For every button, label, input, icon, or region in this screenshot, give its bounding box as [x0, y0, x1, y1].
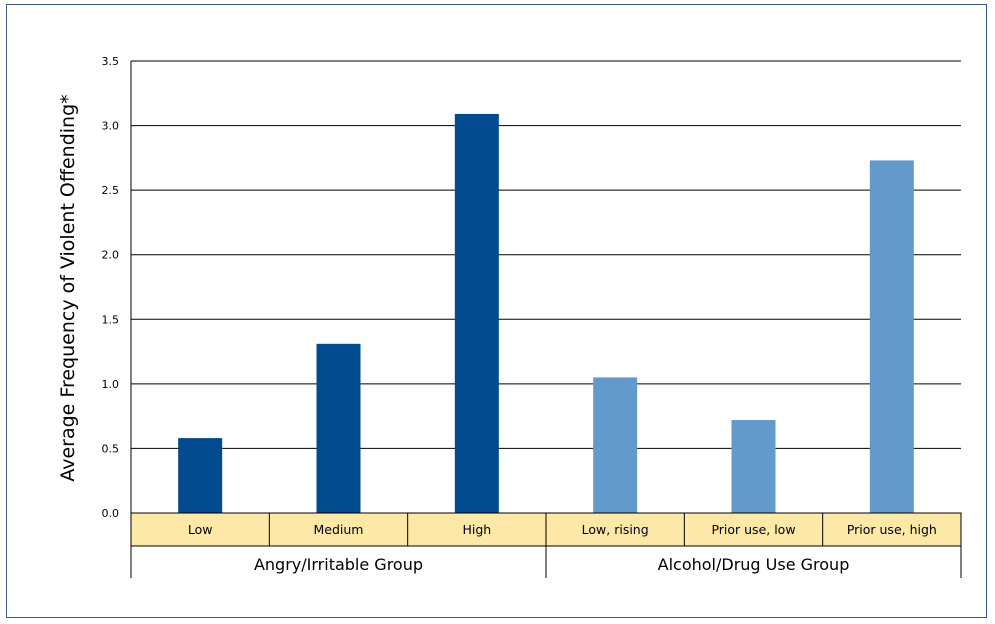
y-tick-label: 0.0	[102, 507, 120, 520]
category-axis: Low Medium High Low, rising Prior use, low Pr…	[130, 512, 962, 547]
category-label: Medium	[314, 522, 364, 537]
bar	[869, 160, 914, 513]
category-label: Low	[188, 522, 213, 537]
category-label: Low, rising	[582, 522, 649, 537]
category-label: Prior use, high	[847, 522, 937, 537]
y-tick-labels: 0.0 0.5 1.0 1.5 2.0 2.5 3.0 3.5	[102, 55, 120, 520]
gridlines	[131, 60, 961, 449]
y-tick-label: 2.0	[102, 249, 120, 262]
bar	[178, 438, 223, 513]
y-tick-label: 3.5	[102, 55, 120, 68]
category-label: Prior use, low	[711, 522, 795, 537]
group-axis: Angry/Irritable Group Alcohol/Drug Use Gr…	[130, 546, 962, 578]
y-tick-label: 0.5	[102, 442, 120, 455]
y-tick-label: 1.0	[102, 378, 120, 391]
y-tick-label: 2.5	[102, 184, 120, 197]
bars	[178, 113, 914, 513]
group-label: Alcohol/Drug Use Group	[658, 555, 850, 574]
y-axis-label: Average Frequency of Violent Offending*	[57, 94, 79, 481]
bar	[316, 343, 361, 513]
bar	[454, 113, 499, 513]
bar	[731, 420, 776, 513]
y-tick-label: 3.0	[102, 120, 120, 133]
y-tick-label: 1.5	[102, 313, 120, 326]
category-label: High	[462, 522, 491, 537]
bar	[593, 377, 638, 513]
group-label: Angry/Irritable Group	[254, 555, 423, 574]
